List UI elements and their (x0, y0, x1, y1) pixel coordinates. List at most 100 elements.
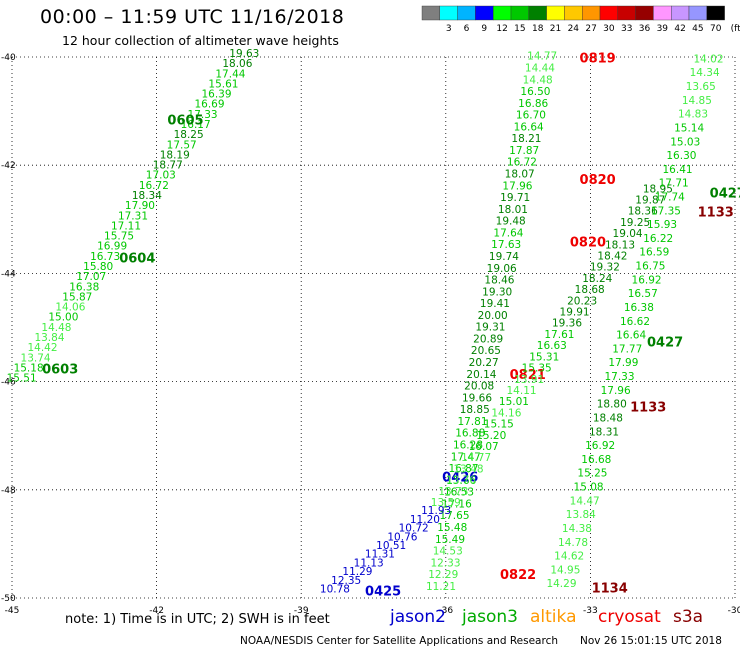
data-label: 20.27 (469, 357, 499, 369)
data-label: 16.38 (69, 281, 99, 293)
data-label: 17.74 (655, 192, 685, 204)
data-label: 16.28 (453, 440, 483, 452)
colorbar-swatch (688, 5, 707, 21)
data-label: 19.31 (475, 322, 505, 334)
data-label: 20.23 (567, 295, 597, 307)
data-label: 15.51 (7, 373, 37, 385)
data-label: 13.84 (34, 332, 64, 344)
x-tick-label: -42 (149, 606, 164, 616)
data-label: 15.93 (647, 219, 677, 231)
data-label: 19.04 (613, 228, 643, 240)
data-label: 17.77 (612, 343, 642, 355)
legend-s3a: s3a (673, 607, 704, 627)
time-label: 0820 (580, 173, 616, 188)
time-label: 0604 (119, 252, 155, 267)
data-label: 15.20 (476, 430, 506, 442)
page-title: 00:00 – 11:59 UTC 11/16/2018 (40, 6, 345, 28)
data-label: 14.16 (491, 407, 521, 419)
data-label: 14.95 (550, 564, 580, 576)
data-label: 17.33 (188, 109, 218, 121)
colorbar-tick-label: 6 (464, 24, 470, 34)
data-label: 17.33 (604, 371, 634, 383)
colorbar-tick-label: 70 (710, 24, 722, 34)
data-label: 19.32 (590, 262, 620, 274)
data-label: 19.48 (496, 216, 526, 228)
data-label: 17.64 (493, 227, 523, 239)
colorbar-swatch (617, 5, 636, 21)
data-label: 14.06 (55, 302, 85, 314)
data-label: 19.41 (480, 298, 510, 310)
data-label: 18.36 (628, 206, 658, 218)
data-label: 19.87 (635, 194, 665, 206)
time-label: 0427 (710, 187, 740, 202)
data-label: 16.59 (639, 247, 669, 259)
y-tick-label: -44 (1, 269, 16, 279)
data-label: 17.71 (659, 178, 689, 190)
colorbar-unit: (ft) (731, 24, 740, 34)
data-label: 14.53 (433, 546, 463, 558)
time-label: 0425 (365, 584, 401, 599)
time-label: 1134 (592, 582, 628, 597)
data-label: 14.77 (527, 51, 557, 63)
data-label: 18.95 (643, 183, 673, 195)
time-label: 0603 (42, 362, 78, 377)
colorbar-tick-label: 24 (568, 24, 580, 34)
colorbar-swatch (671, 5, 690, 21)
data-label: 16.41 (663, 164, 693, 176)
colorbar-swatch (599, 5, 618, 21)
footer-note: note: 1) Time is in UTC; 2) SWH is in fe… (65, 612, 330, 627)
data-label: 17.11 (111, 220, 141, 232)
data-label: 18.31 (589, 426, 619, 438)
data-label: 11.20 (410, 514, 440, 526)
data-label: 11.29 (342, 566, 372, 578)
data-label: 14.62 (554, 551, 584, 563)
data-label: 14.34 (690, 67, 720, 79)
data-label: 15.00 (48, 312, 78, 324)
data-label: 19.30 (482, 286, 512, 298)
data-label: 18.24 (582, 273, 612, 285)
data-label: 16.99 (97, 241, 127, 253)
colorbar-tick-label: 21 (550, 24, 561, 34)
data-label: 15.14 (674, 122, 704, 134)
data-label: 13.65 (686, 81, 716, 93)
data-label: 19.06 (487, 263, 517, 275)
data-label: 18.77 (153, 160, 183, 172)
data-label: 16.53 (444, 487, 474, 499)
data-label: 16.38 (624, 302, 654, 314)
data-label: 14.77 (461, 452, 491, 464)
colorbar-tick-label: 45 (692, 24, 703, 34)
colorbar-tick-label: 30 (603, 24, 615, 34)
colorbar-tick-label: 9 (481, 24, 487, 34)
data-label: 14.02 (693, 53, 723, 65)
data-label: 16.69 (194, 99, 224, 111)
chart-marks: 19.6318.0617.4415.6116.3916.6917.3316.17… (7, 48, 740, 599)
colorbar-swatch (564, 5, 583, 21)
data-label: 17.16 (442, 498, 472, 510)
data-label: 13.74 (21, 352, 51, 364)
data-label: 18.46 (484, 275, 514, 287)
time-label: 0820 (570, 235, 606, 250)
y-tick-label: -40 (1, 53, 16, 63)
colorbar-swatch (706, 5, 725, 21)
data-label: 16.62 (620, 316, 650, 328)
data-label: 15.35 (522, 363, 552, 375)
data-label: 14.78 (558, 537, 588, 549)
colorbar-swatch (457, 5, 476, 21)
data-label: 13.91 (514, 374, 544, 386)
legend-jason3: jason3 (462, 607, 518, 627)
data-label: 10.76 (387, 531, 417, 543)
time-label: 0821 (510, 368, 546, 383)
chart-grid (11, 56, 736, 599)
data-label: 18.85 (460, 404, 490, 416)
data-label: 10.51 (376, 540, 406, 552)
time-label: 0605 (167, 114, 203, 129)
data-label: 18.48 (593, 412, 623, 424)
data-label: 18.13 (605, 239, 635, 251)
data-label: 11.93 (421, 505, 451, 517)
x-tick-label: -39 (294, 606, 309, 616)
data-label: 16.63 (537, 340, 567, 352)
page-subtitle: 12 hour collection of altimeter wave hei… (62, 33, 339, 48)
data-label: 16.72 (139, 180, 169, 192)
